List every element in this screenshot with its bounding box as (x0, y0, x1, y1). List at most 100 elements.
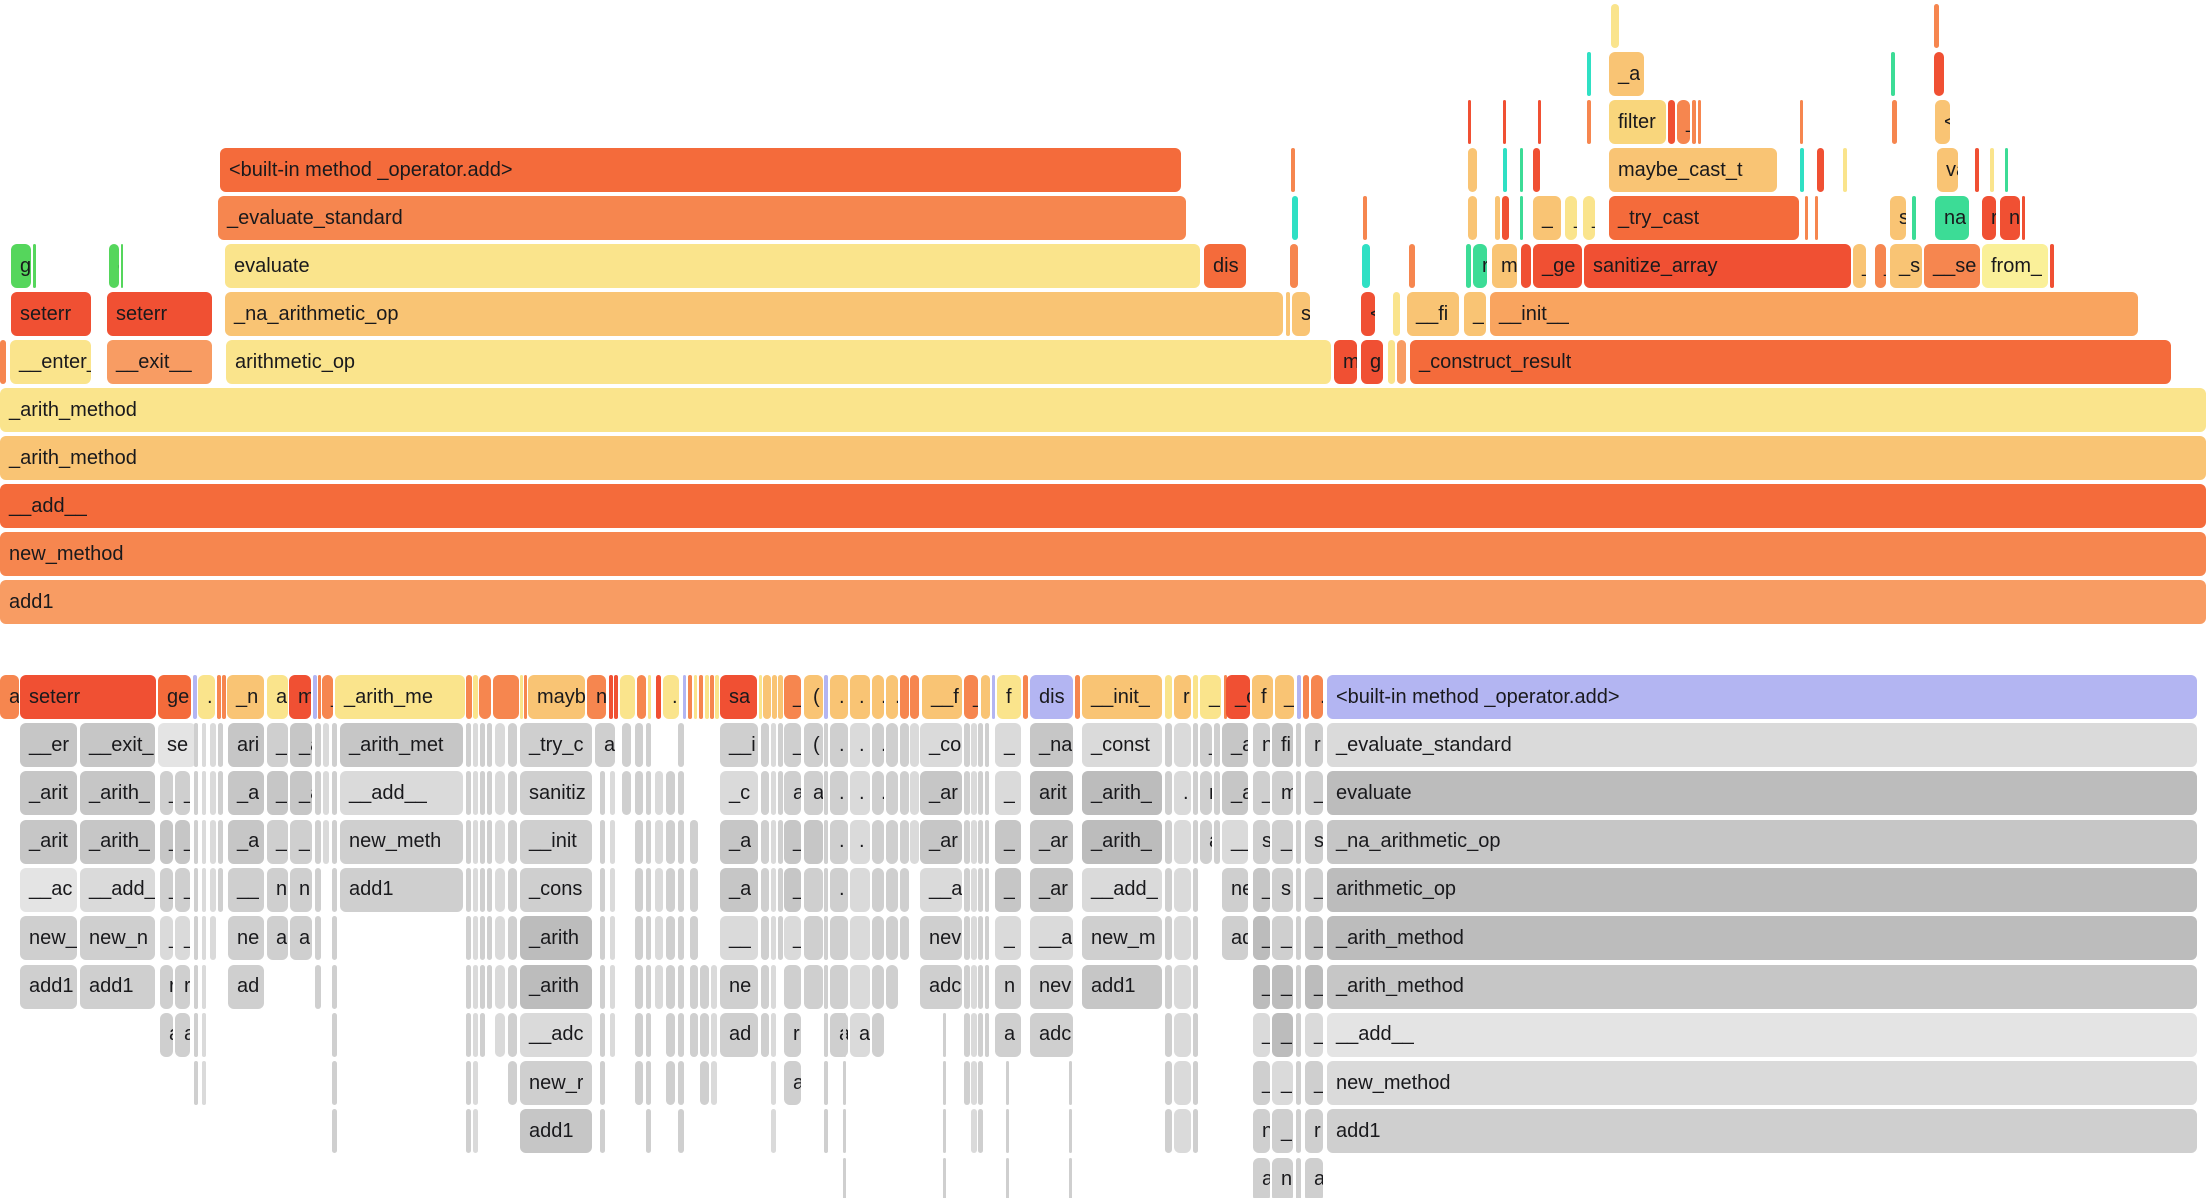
frame-block[interactable] (315, 867, 321, 912)
frame-block[interactable]: _ (1253, 1061, 1270, 1106)
frame-block[interactable] (1214, 723, 1220, 767)
frame-block[interactable] (218, 819, 223, 864)
frame-block[interactable]: _a (720, 867, 758, 912)
frame-block[interactable] (771, 916, 776, 961)
frame-block[interactable] (978, 867, 983, 912)
frame-block[interactable]: _arith_method (0, 388, 2206, 432)
frame-block[interactable] (843, 1012, 846, 1057)
frame-block[interactable]: _arith_me (335, 675, 465, 719)
frame-block[interactable] (194, 1012, 198, 1057)
frame-block[interactable] (1503, 100, 1506, 144)
frame-block[interactable] (1468, 148, 1477, 192)
frame-block[interactable] (900, 867, 909, 912)
frame-block[interactable]: ari (228, 723, 264, 767)
frame-block[interactable] (466, 964, 471, 1009)
frame-block[interactable]: _try_c (520, 723, 592, 767)
frame-block[interactable] (332, 916, 337, 961)
frame-block[interactable] (2005, 148, 2008, 192)
frame-block[interactable] (466, 1012, 471, 1057)
frame-block[interactable] (202, 916, 206, 961)
frame-block[interactable] (646, 1109, 651, 1154)
frame-block[interactable] (487, 771, 492, 816)
frame-block[interactable]: _ (1272, 964, 1293, 1009)
frame-block[interactable]: _ (995, 916, 1021, 961)
frame-block[interactable]: dis (1204, 244, 1246, 288)
frame-block[interactable] (480, 964, 485, 1009)
frame-block[interactable] (1174, 1061, 1191, 1106)
frame-block[interactable]: _arith_method (1327, 964, 2197, 1009)
frame-block[interactable] (480, 916, 485, 961)
frame-block[interactable]: i (981, 675, 990, 719)
frame-block[interactable]: _arith_method (1327, 916, 2197, 961)
frame-block[interactable]: _a (228, 771, 264, 816)
frame-block[interactable] (202, 1061, 206, 1106)
frame-block[interactable] (508, 819, 517, 864)
frame-block[interactable] (1174, 819, 1191, 864)
frame-block[interactable] (690, 867, 698, 912)
frame-block[interactable] (202, 867, 206, 912)
frame-block[interactable] (971, 819, 977, 864)
frame-block[interactable] (771, 1109, 776, 1154)
frame-block[interactable] (1174, 1012, 1191, 1057)
frame-block[interactable]: n (2000, 196, 2020, 240)
frame-block[interactable] (332, 819, 337, 864)
frame-block[interactable]: n (995, 964, 1021, 1009)
frame-block[interactable]: <built-in method _operator.add> (220, 148, 1181, 192)
frame-block[interactable] (622, 723, 631, 767)
frame-block[interactable] (1193, 1061, 1198, 1106)
frame-block[interactable] (1193, 1109, 1198, 1154)
frame-block[interactable]: arithmetic_op (1327, 867, 2197, 912)
frame-block[interactable]: . (850, 675, 870, 719)
frame-block[interactable]: < (1361, 292, 1375, 336)
frame-block[interactable]: _ (1464, 292, 1486, 336)
frame-block[interactable] (771, 964, 776, 1009)
frame-block[interactable] (1174, 723, 1191, 767)
frame-block[interactable]: _ (1677, 100, 1690, 144)
frame-block[interactable]: a (1253, 1157, 1270, 1198)
frame-block[interactable]: f (1252, 675, 1273, 719)
frame-block[interactable] (964, 1012, 970, 1057)
frame-block[interactable]: __ (1222, 819, 1248, 864)
frame-block[interactable] (824, 723, 828, 767)
frame-block[interactable]: filter (1609, 100, 1666, 144)
frame-block[interactable] (315, 964, 321, 1009)
frame-block[interactable] (1006, 1157, 1009, 1198)
frame-block[interactable]: n (1253, 1109, 1270, 1154)
frame-block[interactable] (646, 1012, 651, 1057)
frame-block[interactable]: . (830, 723, 848, 767)
frame-block[interactable]: . (830, 675, 848, 719)
frame-block[interactable]: s (1890, 196, 1906, 240)
frame-block[interactable]: add1 (80, 964, 155, 1009)
frame-block[interactable] (202, 819, 206, 864)
frame-block[interactable]: se (158, 723, 196, 767)
frame-block[interactable] (824, 1109, 828, 1154)
frame-block[interactable]: v (637, 675, 646, 719)
frame-block[interactable]: __exit__ (107, 340, 212, 384)
frame-block[interactable]: _ (1200, 723, 1212, 767)
frame-block[interactable]: . (663, 675, 679, 719)
frame-block[interactable]: _ (1253, 867, 1270, 912)
frame-block[interactable]: _a (1222, 771, 1248, 816)
frame-block[interactable]: a (666, 1061, 675, 1106)
frame-block[interactable]: _ (290, 819, 312, 864)
frame-block[interactable] (964, 1061, 970, 1106)
frame-block[interactable]: dis (1030, 675, 1073, 719)
frame-block[interactable] (964, 867, 970, 912)
frame-block[interactable]: sanitize_array (1584, 244, 1851, 288)
frame-block[interactable]: . (1397, 340, 1406, 384)
frame-block[interactable]: . (872, 675, 884, 719)
frame-block[interactable] (218, 867, 223, 912)
frame-block[interactable]: _ (1305, 1061, 1323, 1106)
frame-block[interactable] (1006, 1061, 1009, 1106)
frame-block[interactable] (635, 867, 643, 912)
frame-block[interactable] (761, 964, 769, 1009)
frame-block[interactable]: _c (720, 771, 758, 816)
frame-block[interactable] (646, 1061, 651, 1106)
frame-block[interactable]: __fi (1407, 292, 1459, 336)
frame-block[interactable]: . (210, 723, 216, 767)
frame-block[interactable] (1193, 819, 1198, 864)
frame-block[interactable] (978, 916, 983, 961)
frame-block[interactable]: __i (720, 723, 758, 767)
frame-block[interactable]: _arith (520, 916, 592, 961)
frame-block[interactable] (520, 675, 523, 719)
